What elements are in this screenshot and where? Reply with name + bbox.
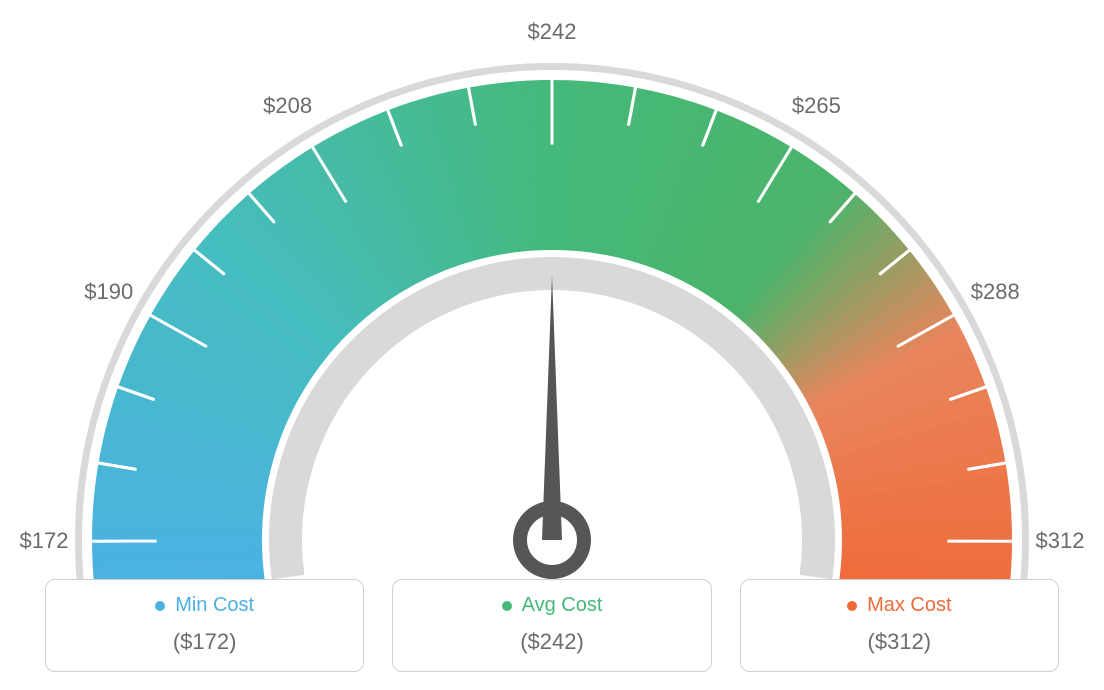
max-cost-title: Max Cost bbox=[751, 594, 1048, 617]
avg-cost-card: Avg Cost ($242) bbox=[392, 579, 711, 672]
avg-cost-value: ($242) bbox=[403, 629, 700, 655]
max-cost-card: Max Cost ($312) bbox=[740, 579, 1059, 672]
gauge-tick-label: $190 bbox=[84, 279, 133, 305]
gauge-tick-label: $288 bbox=[971, 279, 1020, 305]
gauge-tick-label: $265 bbox=[792, 93, 841, 119]
gauge-tick-label: $242 bbox=[528, 19, 577, 45]
min-cost-card: Min Cost ($172) bbox=[45, 579, 364, 672]
gauge-tick-label: $208 bbox=[263, 93, 312, 119]
gauge-chart: $172 $190 $208 $242 $265 $288 $312 bbox=[0, 0, 1104, 560]
max-cost-value: ($312) bbox=[751, 629, 1048, 655]
max-dot-icon bbox=[847, 601, 857, 611]
summary-cards: Min Cost ($172) Avg Cost ($242) Max Cost… bbox=[45, 579, 1059, 672]
gauge-tick-label: $312 bbox=[1036, 528, 1085, 554]
min-dot-icon bbox=[155, 601, 165, 611]
min-cost-value: ($172) bbox=[56, 629, 353, 655]
avg-cost-label: Avg Cost bbox=[522, 594, 603, 616]
max-cost-label: Max Cost bbox=[867, 594, 951, 616]
gauge-tick-label: $172 bbox=[20, 528, 69, 554]
gauge-svg bbox=[0, 0, 1104, 560]
min-cost-label: Min Cost bbox=[175, 594, 254, 616]
min-cost-title: Min Cost bbox=[56, 594, 353, 617]
avg-cost-title: Avg Cost bbox=[403, 594, 700, 617]
avg-dot-icon bbox=[502, 601, 512, 611]
